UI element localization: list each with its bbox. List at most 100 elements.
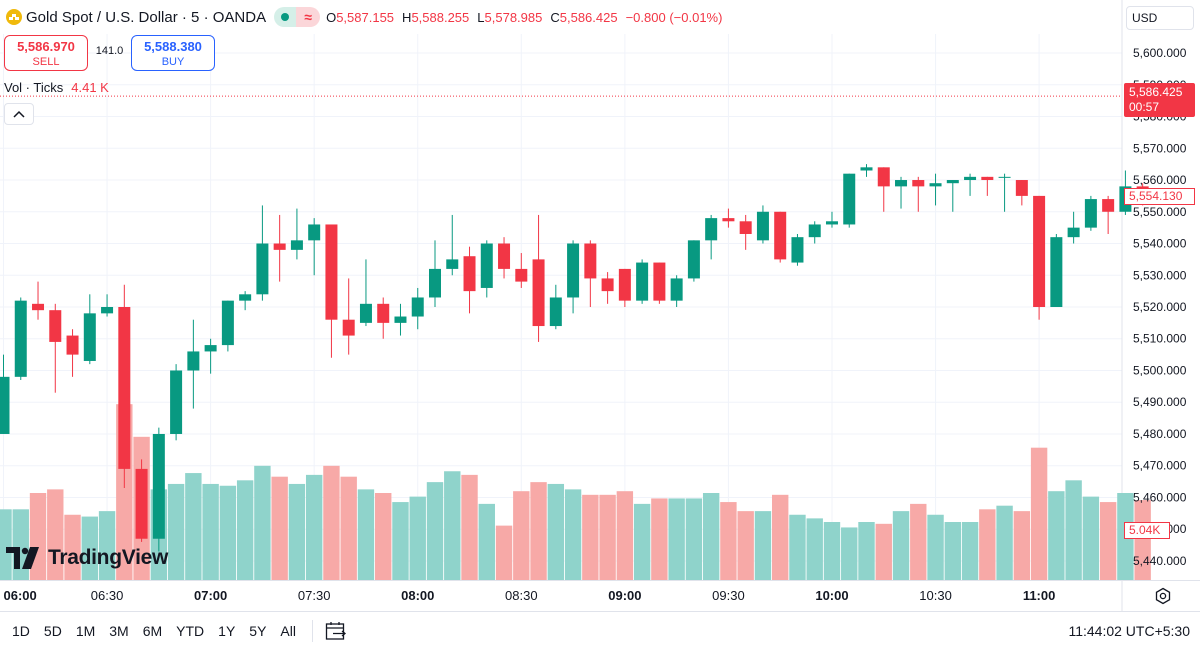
sell-price: 5,586.970 <box>17 39 75 54</box>
bottom-toolbar: 1D 5D 1M 3M 6M YTD 1Y 5Y All 11:44:02 UT… <box>0 611 1200 650</box>
y-tick-label: 5,600.000 <box>1133 46 1187 60</box>
market-status-pill[interactable]: ≈ <box>274 7 321 27</box>
volume-bar <box>478 503 495 580</box>
candle <box>463 246 476 314</box>
y-tick-label: 5,500.000 <box>1133 363 1187 377</box>
bar-countdown: 00:57 <box>1129 100 1160 114</box>
volume-bar <box>1065 480 1082 580</box>
range-5d-button[interactable]: 5D <box>43 623 62 639</box>
collapse-legend-button[interactable] <box>4 103 34 125</box>
candle <box>1102 195 1115 234</box>
range-1m-button[interactable]: 1M <box>75 623 96 639</box>
range-1d-button[interactable]: 1D <box>12 623 30 639</box>
range-1y-button[interactable]: 1Y <box>218 623 236 639</box>
date-range-button[interactable] <box>325 620 347 642</box>
candle-body <box>135 468 148 539</box>
open-label: O <box>326 9 337 25</box>
range-ytd-button[interactable]: YTD <box>176 623 205 639</box>
candle-body <box>653 262 666 301</box>
range-6m-button[interactable]: 6M <box>142 623 163 639</box>
volume-bar <box>254 465 271 580</box>
candle-body <box>584 243 597 279</box>
volume-bar <box>392 502 409 580</box>
volume-bar <box>64 514 81 580</box>
volume-bar <box>1099 502 1117 580</box>
candle-body <box>601 278 614 292</box>
candle <box>411 287 424 330</box>
candle-body <box>325 224 338 320</box>
candle <box>1084 195 1097 231</box>
candle-body <box>411 297 424 317</box>
candle <box>1050 233 1063 307</box>
volume-bar <box>0 509 12 580</box>
sell-button[interactable]: 5,586.970 SELL <box>4 35 88 71</box>
candle-body <box>463 256 476 292</box>
candle-body <box>636 262 649 301</box>
close-label: C <box>550 9 560 25</box>
x-tick-label: 10:00 <box>815 588 848 603</box>
candle-body <box>618 268 631 301</box>
candle-body <box>290 240 303 250</box>
candle <box>256 205 269 301</box>
y-tick-label: 5,480.000 <box>1133 427 1187 441</box>
candle <box>342 278 355 355</box>
volume-bar <box>1082 496 1100 580</box>
volume-bars <box>0 404 1151 580</box>
x-tick-label: 06:30 <box>91 588 124 603</box>
toolbar-divider <box>311 620 313 642</box>
candle-body <box>394 316 407 323</box>
volume-bar <box>927 514 944 580</box>
volume-indicator-legend[interactable]: Vol · Ticks 4.41 K <box>4 80 109 95</box>
y-tick-label: 5,440.000 <box>1133 554 1187 568</box>
candle-body <box>808 224 821 238</box>
candle-body <box>877 167 890 187</box>
candle <box>429 240 441 307</box>
volume-bar <box>961 522 979 580</box>
tradingview-logo[interactable]: TradingView <box>6 546 168 570</box>
y-tick-label: 5,540.000 <box>1133 237 1187 251</box>
candle-body <box>480 243 493 288</box>
volume-bar <box>340 476 357 580</box>
candle-body <box>1067 227 1080 238</box>
volume-bar <box>564 489 582 580</box>
candle-body <box>998 176 1011 178</box>
volume-bar <box>271 476 288 580</box>
volume-bar <box>47 489 64 580</box>
buy-button[interactable]: 5,588.380 BUY <box>131 35 215 71</box>
range-5y-button[interactable]: 5Y <box>249 623 267 639</box>
volume-bar <box>98 511 116 580</box>
candle-body <box>825 221 838 225</box>
candle-body <box>204 345 217 352</box>
candle-body <box>49 310 62 342</box>
range-3m-button[interactable]: 3M <box>109 623 129 639</box>
candle-body <box>1050 237 1063 307</box>
timezone-clock[interactable]: 11:44:02 UTC+5:30 <box>1068 623 1190 639</box>
candle <box>101 294 114 317</box>
range-all-button[interactable]: All <box>280 623 296 639</box>
y-tick-label: 5,530.000 <box>1133 268 1187 282</box>
currency-selector[interactable]: USD <box>1126 6 1194 30</box>
volume-bar <box>305 474 323 580</box>
candle-body <box>515 268 528 282</box>
candle <box>187 319 200 409</box>
y-tick-label: 5,520.000 <box>1133 300 1187 314</box>
chart-settings-button[interactable] <box>1152 585 1174 607</box>
price-chart[interactable]: 5,440.0005,450.0005,460.0005,470.0005,48… <box>0 0 1200 611</box>
y-tick-label: 5,490.000 <box>1133 395 1187 409</box>
candlestick-series <box>0 164 1149 552</box>
candle-body <box>929 183 942 187</box>
symbol-title[interactable]: Gold Spot / U.S. Dollar · 5 · OANDA <box>26 8 267 26</box>
candle <box>705 214 718 260</box>
volume-bar <box>996 505 1013 580</box>
volume-bar <box>375 493 392 580</box>
candle <box>739 214 752 250</box>
candle <box>670 275 683 307</box>
volume-indicator-name: Vol · Ticks <box>4 80 64 95</box>
volume-bar <box>823 522 841 580</box>
volume-indicator-value: 4.41 K <box>71 80 109 95</box>
tradingview-logo-icon <box>6 547 39 569</box>
candle <box>32 281 45 320</box>
volume-bar <box>599 494 616 580</box>
candle <box>825 211 838 228</box>
candle-body <box>377 303 390 323</box>
